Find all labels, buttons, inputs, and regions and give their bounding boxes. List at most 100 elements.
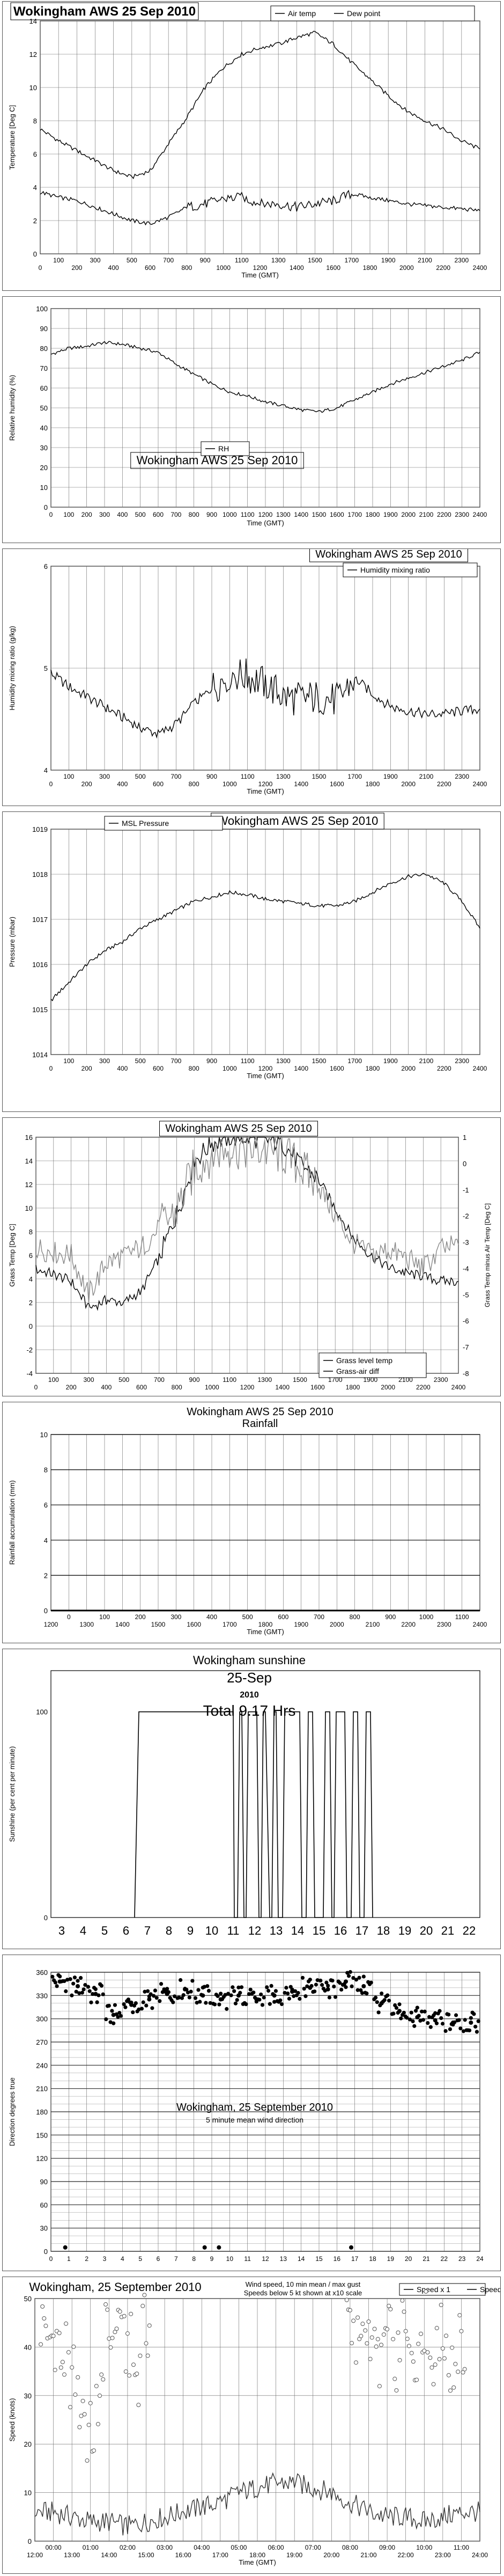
x-tick-label: 300 xyxy=(99,511,110,518)
data-point xyxy=(457,2313,462,2318)
data-point xyxy=(407,2017,412,2022)
x-axis-label: Time (GMT) xyxy=(247,1628,284,1636)
data-point xyxy=(355,2315,360,2320)
y-tick-label: 1018 xyxy=(32,870,48,879)
x-tick-label: 700 xyxy=(314,1613,324,1621)
x-tick-label: 3 xyxy=(58,1924,65,1937)
data-point xyxy=(111,2012,116,2017)
data-point xyxy=(313,1989,317,1994)
x-tick-label: 7 xyxy=(174,2255,178,2263)
legend-entry: Speed / 10 xyxy=(480,2285,500,2294)
data-point xyxy=(58,2365,63,2370)
y-tick-label: 8 xyxy=(29,1228,33,1236)
x-tick-label: 19 xyxy=(398,1924,411,1937)
x-tick-label: 900 xyxy=(206,1057,217,1065)
x-tick-label: 4 xyxy=(80,1924,86,1937)
y-tick-label: 30 xyxy=(24,2392,32,2400)
data-point xyxy=(260,2003,265,2007)
data-point xyxy=(377,2384,382,2389)
y-tick-label: 150 xyxy=(36,2131,48,2139)
series-line xyxy=(50,341,480,413)
x-tick-label: 20 xyxy=(420,1924,433,1937)
wind-speed-svg: 0 10 20 30 40 50 00:00 01:00 02:00 03:00 04:00 05:0… xyxy=(8,2280,500,2566)
data-point xyxy=(351,2318,356,2323)
title-box xyxy=(10,2,199,20)
data-point xyxy=(239,1985,244,1989)
y-tick-label: 100 xyxy=(36,305,48,313)
data-point xyxy=(346,1974,351,1978)
y-right-tick-label: -3 xyxy=(463,1239,469,1247)
data-point xyxy=(444,2333,449,2338)
data-point xyxy=(338,1981,342,1985)
x-tick-label: 500 xyxy=(135,773,146,780)
data-point xyxy=(318,1978,323,1983)
chart-title: Wokingham AWS 25 Sep 2010 xyxy=(13,4,196,19)
x-tick-label: 1700 xyxy=(344,257,359,264)
x-tick-label: 1400 xyxy=(290,264,304,272)
data-point xyxy=(195,2001,199,2005)
x-tick-label: 2300 xyxy=(455,1057,469,1065)
y-tick-label: 0 xyxy=(29,1322,33,1330)
x-tick-label: 09:00 xyxy=(379,2544,395,2551)
x-tick-label: 1300 xyxy=(276,773,291,780)
data-point xyxy=(187,1995,191,2000)
x-tick-label: 500 xyxy=(242,1613,253,1621)
data-point xyxy=(216,1994,220,1999)
y-tick-label: 14 xyxy=(25,1157,33,1165)
data-point xyxy=(446,2373,451,2377)
x-tick-label: 1400 xyxy=(294,780,308,788)
x-tick-label: 300 xyxy=(83,1376,94,1384)
y-right-tick-label: -7 xyxy=(463,1343,469,1351)
x-tick-label: 1600 xyxy=(330,780,344,788)
data-point xyxy=(53,1980,57,1985)
data-point xyxy=(150,2006,154,2010)
data-point xyxy=(93,1987,98,1992)
chart-subtitle: 5 minute mean wind direction xyxy=(206,2116,303,2124)
data-point xyxy=(422,2348,427,2353)
data-point xyxy=(71,1981,76,1986)
data-point xyxy=(248,1987,253,1992)
x-tick-label: 2100 xyxy=(419,511,434,518)
data-point xyxy=(186,1990,190,1995)
data-point xyxy=(196,1988,201,1992)
legend-entry: Grass level temp xyxy=(336,1356,392,1365)
data-point xyxy=(266,1988,271,1993)
data-point xyxy=(451,2385,456,2390)
x-tick-label: 2400 xyxy=(473,1621,487,1628)
data-point xyxy=(135,2372,139,2376)
data-point xyxy=(456,2369,461,2374)
data-point xyxy=(433,2011,438,2015)
data-point xyxy=(369,2335,374,2340)
data-point xyxy=(394,2388,399,2393)
data-point xyxy=(76,1979,80,1983)
mixing-ratio-chart: 4 5 6 100 300 500 700 900 1100 1300 1500 1700 1900 21… xyxy=(2,548,501,806)
x-tick-label: 1700 xyxy=(347,1057,362,1065)
y-tick-label: 180 xyxy=(36,2108,48,2116)
data-point xyxy=(144,2003,149,2008)
y-right-tick-label: 1 xyxy=(463,1133,466,1141)
y-tick-label: 90 xyxy=(40,2178,48,2186)
y-tick-label: 80 xyxy=(40,345,48,353)
x-tick-label: 2200 xyxy=(436,264,450,272)
x-tick-label: 18 xyxy=(377,1924,390,1937)
data-point xyxy=(293,1989,298,1993)
data-point xyxy=(77,2425,82,2429)
data-point xyxy=(402,2309,406,2314)
data-point xyxy=(198,2000,202,2004)
data-point xyxy=(232,1989,236,1993)
x-tick-label: 300 xyxy=(99,1057,110,1065)
x-tick-label: 2400 xyxy=(473,264,487,272)
data-point xyxy=(199,1993,204,1997)
data-point xyxy=(405,2016,409,2020)
y-tick-label: 4 xyxy=(44,766,48,774)
data-point xyxy=(424,2289,428,2294)
x-tick-label: 200 xyxy=(71,264,82,272)
data-point xyxy=(131,2362,136,2367)
date-label: 25-Sep xyxy=(227,1670,272,1686)
grass-temp-chart: -4 -2 0 2 4 6 8 10 12 14 16 -8 -7 -6 -5 -4 -3 -2 -1 0 1 100 30… xyxy=(2,1117,501,1396)
x-tick-label: 6 xyxy=(123,1924,129,1937)
x-tick-label: 1100 xyxy=(241,773,255,780)
x-tick-label: 800 xyxy=(350,1613,360,1621)
y-tick-label: 1014 xyxy=(32,1051,48,1059)
data-point xyxy=(64,2321,69,2326)
